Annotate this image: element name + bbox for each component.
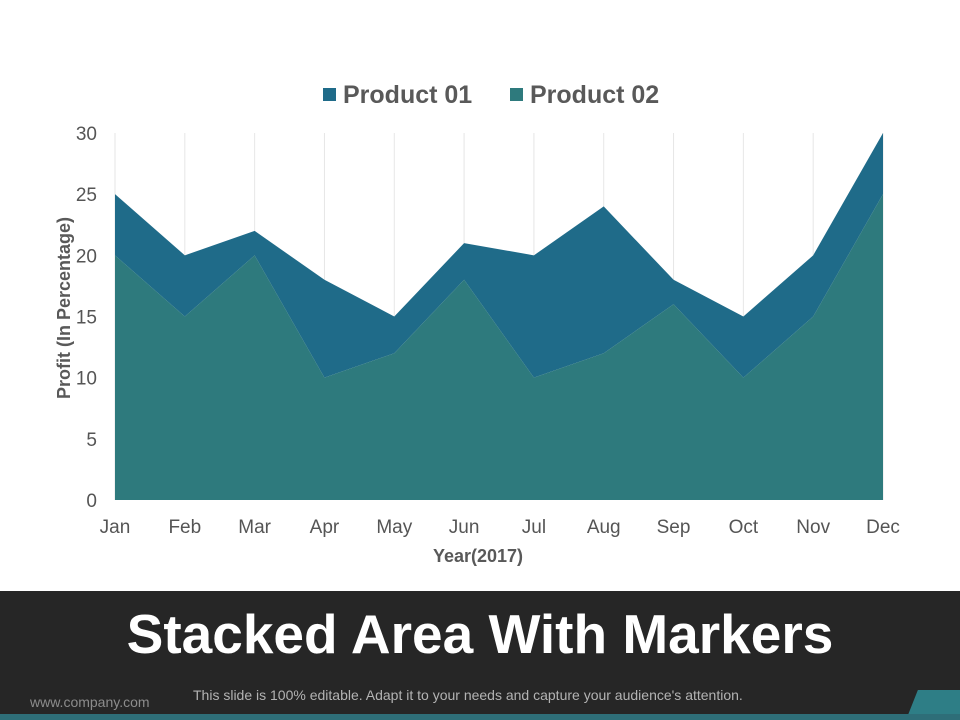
x-tick-apr: Apr xyxy=(310,517,340,538)
legend-label-product-01: Product 01 xyxy=(343,81,472,109)
website-label: www.company.com xyxy=(30,694,150,710)
slide-title: Stacked Area With Markers xyxy=(126,603,834,665)
x-tick-feb: Feb xyxy=(168,517,201,538)
x-tick-jan: Jan xyxy=(100,517,131,538)
x-tick-oct: Oct xyxy=(729,517,759,538)
y-tick-10: 10 xyxy=(76,369,97,390)
footer-bar xyxy=(0,714,960,720)
y-tick-20: 20 xyxy=(76,246,97,267)
x-tick-sep: Sep xyxy=(657,517,691,538)
x-tick-jun: Jun xyxy=(449,517,480,538)
y-tick-0: 0 xyxy=(86,491,97,512)
area-product-02 xyxy=(115,194,883,501)
x-tick-may: May xyxy=(376,517,412,538)
x-tick-nov: Nov xyxy=(796,517,830,538)
area-series xyxy=(115,133,883,501)
x-tick-jul: Jul xyxy=(522,517,546,538)
area-product-01 xyxy=(115,133,883,378)
footer-band xyxy=(0,591,960,720)
x-axis-ticks: Jan Feb Mar Apr May Jun Jul Aug Sep Oct Nov Dec xyxy=(100,517,900,538)
x-axis-title: Year(2017) xyxy=(433,546,523,566)
x-tick-dec: Dec xyxy=(866,517,900,538)
legend-swatch-product-01 xyxy=(323,88,336,101)
y-tick-25: 25 xyxy=(76,185,97,206)
y-tick-5: 5 xyxy=(86,430,97,451)
y-tick-30: 30 xyxy=(76,124,97,145)
legend: Product 01 Product 02 xyxy=(323,81,659,109)
x-tick-aug: Aug xyxy=(587,517,621,538)
y-axis-ticks: 0 5 10 15 20 25 30 xyxy=(76,124,97,512)
footer-note: This slide is 100% editable. Adapt it to… xyxy=(193,687,743,703)
y-tick-15: 15 xyxy=(76,308,97,329)
chart: 0 5 10 15 20 25 30 Jan Feb Mar Apr May Jun Jul Aug Sep… xyxy=(54,81,900,566)
x-tick-mar: Mar xyxy=(238,517,271,538)
legend-swatch-product-02 xyxy=(510,88,523,101)
legend-label-product-02: Product 02 xyxy=(530,81,659,109)
y-axis-title: Profit (In Percentage) xyxy=(54,217,74,399)
